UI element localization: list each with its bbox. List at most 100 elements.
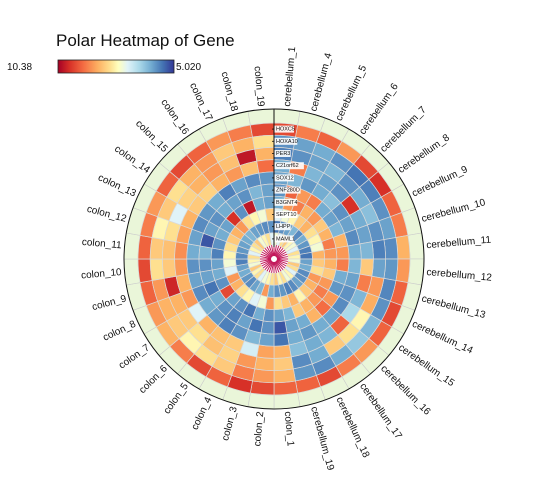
- heatmap-cell: [162, 239, 177, 260]
- heatmap-cell: [198, 258, 213, 273]
- hub-spoke: [271, 245, 274, 257]
- outer-band-segment: [407, 232, 425, 260]
- gene-label-group: B3GNT4: [272, 198, 298, 206]
- hub-spoke: [266, 246, 273, 257]
- sample-label: cerebellum_18: [334, 395, 372, 459]
- outer-band-segment: [247, 108, 275, 126]
- gene-label: HOXA10: [276, 139, 298, 145]
- sample-label: colon_15: [133, 118, 170, 155]
- sample-label: cerebellum_12: [426, 267, 493, 284]
- gene-label-background: [274, 198, 298, 206]
- gene-label: LHPP: [276, 224, 291, 230]
- sample-label: colon_11: [81, 237, 122, 251]
- sample-label: cerebellum_14: [410, 319, 474, 357]
- hub-spoke: [275, 246, 282, 257]
- hub-spoke: [260, 253, 272, 259]
- heatmap-cell: [256, 344, 275, 359]
- sample-label: colon_16: [158, 97, 191, 137]
- hub-spoke: [264, 247, 273, 258]
- hub-spoke: [276, 256, 288, 259]
- heatmap-cell: [371, 258, 386, 279]
- heatmap-cell: [174, 241, 189, 260]
- sample-label: colon_12: [86, 204, 128, 225]
- sample-label: colon_8: [101, 319, 138, 344]
- sample-label: colon_4: [190, 395, 215, 432]
- sample-label: cerebellum_7: [378, 104, 429, 155]
- heatmap-cell: [254, 147, 275, 162]
- gene-label-group: C21orf62: [272, 162, 304, 170]
- sample-label: cerebellum_13: [420, 293, 487, 321]
- gene-label-group: LHPP: [272, 223, 291, 231]
- outer-band-segment: [123, 232, 141, 260]
- heatmap-cell: [359, 258, 374, 277]
- heatmap-cell: [149, 237, 165, 260]
- gene-label: PER3: [276, 151, 290, 157]
- gene-labels: HOXC5 HOXA10 PER3 C21orf62 SOX12 ZNF280D B3GNT…: [272, 125, 304, 243]
- colorbar: [57, 59, 175, 74]
- sample-label: cerebellum_8: [396, 132, 452, 176]
- gene-label: ZNF280D: [276, 188, 300, 194]
- sample-label: colon_1: [282, 411, 296, 447]
- outer-band-segment: [407, 258, 425, 286]
- gene-label-group: HOXC5: [272, 125, 295, 133]
- gene-label-background: [274, 235, 294, 243]
- heatmap-cell: [347, 243, 362, 260]
- sample-label: cerebellum_5: [334, 63, 370, 122]
- heatmap-cell: [323, 247, 338, 260]
- gene-label-group: SOX12: [272, 174, 294, 182]
- outer-band-segment: [247, 392, 275, 410]
- hub-spoke: [262, 249, 273, 258]
- hub-spoke: [274, 261, 280, 273]
- heatmap-cell: [252, 134, 275, 150]
- hub-spoke: [276, 253, 288, 259]
- hub-spoke: [260, 256, 272, 259]
- heatmap-cell: [186, 258, 201, 275]
- hub-spoke: [268, 245, 274, 257]
- gene-label-background: [274, 150, 291, 157]
- gene-label-group: PER3: [272, 150, 291, 157]
- heatmap-cell: [149, 258, 165, 281]
- sample-label: cerebellum_11: [426, 235, 492, 252]
- outer-band-segment: [273, 392, 301, 410]
- sample-label: cerebellum_4: [308, 51, 334, 112]
- sample-label: cerebellum_1: [282, 46, 298, 107]
- gene-label: C21orf62: [276, 163, 299, 169]
- gene-label-group: MAML1: [272, 235, 295, 243]
- center-hub: [260, 245, 288, 273]
- hub-spoke: [276, 259, 288, 265]
- heatmap-cell: [273, 344, 292, 359]
- outer-band-segment: [273, 108, 301, 126]
- heatmap-cell: [254, 356, 275, 371]
- sample-label: colon_5: [162, 381, 191, 416]
- hub-spoke: [275, 260, 284, 271]
- heatmap-cell: [162, 258, 177, 279]
- outer-band-segment: [123, 258, 141, 286]
- chart-title: Polar Heatmap of Gene: [56, 31, 235, 50]
- heatmap-cell: [273, 308, 286, 323]
- gene-label-background: [274, 137, 298, 145]
- heatmap-cell: [335, 245, 350, 260]
- gene-label: SOX12: [276, 175, 294, 181]
- heatmap-cell: [273, 320, 288, 335]
- sample-label: colon_18: [218, 71, 239, 113]
- hub-spoke: [274, 245, 280, 257]
- hub-spoke: [274, 261, 277, 273]
- heatmap-cell: [273, 356, 294, 371]
- colorbar-min-label: 10.38: [7, 62, 32, 73]
- gene-label: B3GNT4: [276, 200, 297, 206]
- hub-spoke: [264, 260, 273, 271]
- hub-spoke: [268, 261, 274, 273]
- sample-label: colon_13: [96, 172, 138, 199]
- sample-label: cerebellum_19: [308, 405, 336, 472]
- hub-spoke: [261, 260, 272, 267]
- sample-label: colon_3: [220, 405, 240, 442]
- sample-label: colon_9: [91, 293, 128, 313]
- gene-label-background: [274, 174, 294, 182]
- sample-label: colon_19: [252, 66, 267, 108]
- heatmap-cell: [258, 171, 275, 186]
- sample-label: colon_17: [187, 81, 214, 123]
- gene-label: MAML1: [276, 236, 295, 242]
- gene-label-background: [274, 223, 291, 231]
- hub-spoke: [275, 261, 282, 272]
- hub-spoke: [261, 251, 272, 258]
